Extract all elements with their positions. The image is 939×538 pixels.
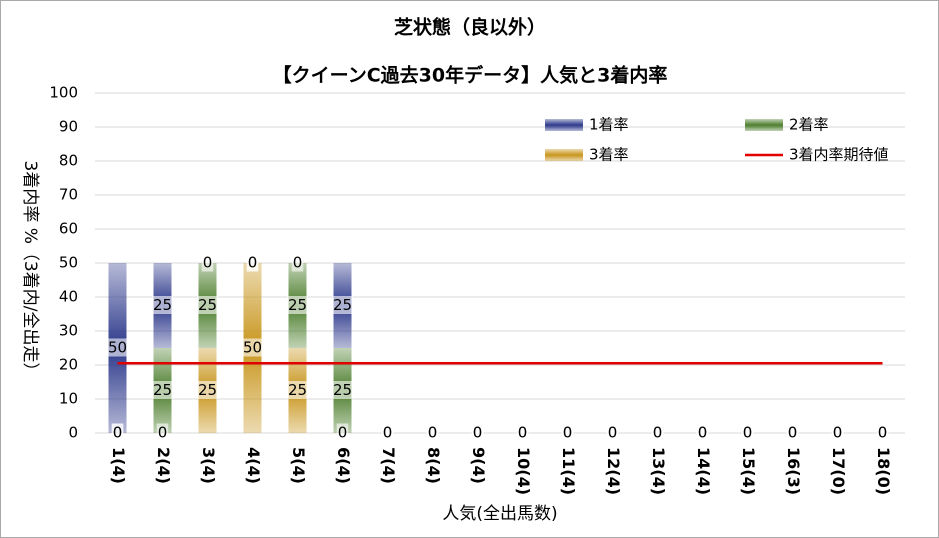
data-label-bg bbox=[196, 381, 219, 399]
x-tick-label: 11(4) bbox=[559, 447, 578, 495]
x-tick-label: 13(4) bbox=[649, 447, 668, 495]
data-label: 0 bbox=[698, 424, 708, 442]
legend-swatch bbox=[545, 149, 583, 161]
x-tick-label: 8(4) bbox=[424, 447, 443, 484]
y-tick-label: 90 bbox=[59, 118, 78, 136]
data-label: 0 bbox=[158, 424, 168, 442]
chart-title: 芝状態（良以外） bbox=[394, 16, 546, 39]
y-tick-label: 20 bbox=[59, 356, 78, 374]
data-label-bg bbox=[606, 423, 619, 442]
data-label-bg bbox=[201, 253, 214, 272]
legend-label: 3着内率期待値 bbox=[789, 146, 889, 164]
data-label: 50 bbox=[243, 339, 262, 357]
legend-label: 3着率 bbox=[589, 146, 629, 164]
y-tick-label: 100 bbox=[49, 84, 78, 102]
x-tick-label: 14(4) bbox=[694, 447, 713, 495]
data-label-bg bbox=[151, 296, 174, 314]
x-tick-label: 18(0) bbox=[874, 447, 893, 495]
y-tick-label: 70 bbox=[59, 186, 78, 204]
data-label-bg bbox=[286, 296, 309, 314]
x-tick-label: 10(4) bbox=[514, 447, 533, 495]
legend-label: 1着率 bbox=[589, 116, 629, 134]
data-label-bg bbox=[291, 253, 304, 272]
data-label-bg bbox=[651, 423, 664, 442]
data-label: 25 bbox=[198, 296, 217, 314]
data-label-bg bbox=[561, 423, 574, 442]
data-label-bg bbox=[336, 423, 349, 442]
data-label-bg bbox=[286, 381, 309, 399]
data-label-bg bbox=[516, 423, 529, 442]
data-label-bg bbox=[151, 381, 174, 399]
data-label: 0 bbox=[608, 424, 618, 442]
legend-swatch bbox=[745, 119, 783, 131]
data-label: 25 bbox=[288, 381, 307, 399]
y-tick-label: 10 bbox=[59, 390, 78, 408]
x-tick-label: 16(3) bbox=[784, 447, 803, 495]
y-tick-label: 60 bbox=[59, 220, 78, 238]
data-label-bg bbox=[786, 423, 799, 442]
data-label: 0 bbox=[383, 424, 393, 442]
data-label-bg bbox=[156, 423, 169, 442]
data-label-bg bbox=[241, 338, 264, 357]
data-label: 0 bbox=[518, 424, 528, 442]
x-tick-label: 7(4) bbox=[379, 447, 398, 484]
data-label-bg bbox=[741, 423, 754, 442]
data-label-bg bbox=[696, 423, 709, 442]
data-label: 25 bbox=[153, 381, 172, 399]
x-tick-label: 2(4) bbox=[154, 447, 173, 484]
x-axis-label: 人気(全出馬数) bbox=[442, 504, 557, 524]
data-label-bg bbox=[106, 338, 129, 357]
data-label: 25 bbox=[333, 381, 352, 399]
x-tick-label: 4(4) bbox=[244, 447, 263, 484]
data-label-bg bbox=[381, 423, 394, 442]
y-tick-label: 80 bbox=[59, 152, 78, 170]
data-label: 25 bbox=[288, 296, 307, 314]
data-label: 25 bbox=[153, 296, 172, 314]
chart-subtitle: 【クイーンC過去30年データ】人気と3着内率 bbox=[273, 64, 668, 87]
data-label: 0 bbox=[473, 424, 483, 442]
y-axis-label: 3着内率 %（3着内/全出走） bbox=[20, 161, 40, 380]
data-label-bg bbox=[331, 381, 354, 399]
data-label: 0 bbox=[833, 424, 843, 442]
x-tick-label: 9(4) bbox=[469, 447, 488, 484]
data-label: 0 bbox=[653, 424, 663, 442]
data-label-bg bbox=[196, 296, 219, 314]
data-label: 25 bbox=[198, 381, 217, 399]
legend-swatch bbox=[545, 119, 583, 131]
data-label: 0 bbox=[878, 424, 888, 442]
legend-label: 2着率 bbox=[789, 116, 829, 134]
data-label-bg bbox=[471, 423, 484, 442]
y-tick-label: 0 bbox=[68, 424, 78, 442]
x-tick-label: 3(4) bbox=[199, 447, 218, 484]
data-label: 0 bbox=[788, 424, 798, 442]
data-label: 0 bbox=[428, 424, 438, 442]
x-tick-label: 12(4) bbox=[604, 447, 623, 495]
y-tick-label: 50 bbox=[59, 254, 78, 272]
x-tick-label: 5(4) bbox=[289, 447, 308, 484]
x-tick-label: 1(4) bbox=[109, 447, 128, 484]
data-label-bg bbox=[426, 423, 439, 442]
x-tick-label: 17(0) bbox=[829, 447, 848, 495]
data-label: 0 bbox=[293, 254, 303, 272]
data-label: 0 bbox=[743, 424, 753, 442]
data-label-bg bbox=[111, 423, 124, 442]
data-label-bg bbox=[831, 423, 844, 442]
data-label: 0 bbox=[248, 254, 258, 272]
data-label: 50 bbox=[108, 339, 127, 357]
data-label: 0 bbox=[338, 424, 348, 442]
x-tick-label: 6(4) bbox=[334, 447, 353, 484]
data-label: 0 bbox=[113, 424, 123, 442]
y-tick-label: 30 bbox=[59, 322, 78, 340]
data-label: 0 bbox=[563, 424, 573, 442]
data-label: 25 bbox=[333, 296, 352, 314]
x-tick-label: 15(4) bbox=[739, 447, 758, 495]
data-label-bg bbox=[331, 296, 354, 314]
y-tick-label: 40 bbox=[59, 288, 78, 306]
data-label: 0 bbox=[203, 254, 213, 272]
data-label-bg bbox=[876, 423, 889, 442]
data-label-bg bbox=[246, 253, 259, 272]
